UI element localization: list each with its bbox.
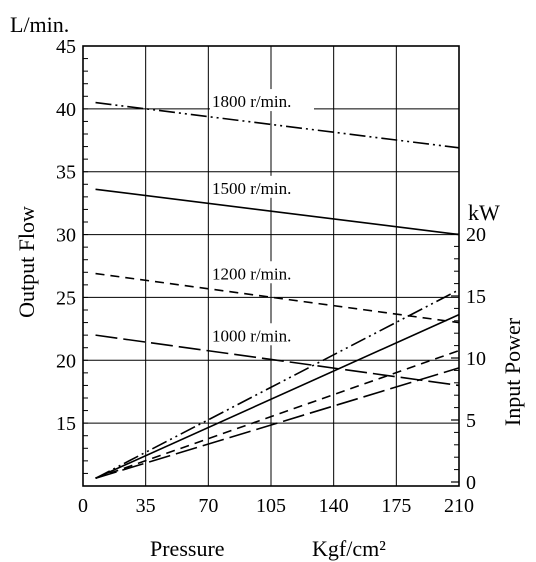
y-right-tick-label: 20 (466, 224, 486, 246)
x-tick-label: 105 (256, 495, 286, 517)
y-left-tick-label: 15 (56, 413, 76, 435)
y-right-tick-label: 10 (466, 348, 486, 370)
grid (82, 45, 460, 487)
x-tick-label: 0 (78, 495, 88, 517)
power-line (95, 367, 460, 480)
tick-labels: 0 35 70 105 140 175 210 15 20 25 30 35 40 45 0 5 10 15 20 (56, 36, 486, 517)
series-label: 1000 r/min. (212, 326, 291, 345)
series-label-bg (210, 323, 314, 346)
series-label-bg (210, 175, 314, 198)
x-tick-label: 175 (381, 495, 411, 517)
x-axis-unit: Kgf/cm² (312, 536, 386, 561)
power-line (95, 349, 460, 480)
y-left-tick-label: 45 (56, 36, 76, 58)
y-right-axis-label: Input Power (500, 317, 525, 426)
y-right-tick-label: 15 (466, 286, 486, 308)
y-right-unit: kW (468, 200, 500, 225)
flow-line (95, 188, 460, 236)
y-left-axis-label: Output Flow (14, 206, 39, 318)
series-label-bg (210, 261, 314, 284)
y-left-tick-label: 25 (56, 287, 76, 309)
series-labels: 1800 r/min. 1500 r/min. 1200 r/min. 1000 r/… (210, 89, 314, 346)
y-right-tick-label: 0 (466, 472, 476, 494)
series-label: 1500 r/min. (212, 179, 291, 198)
power-line (95, 289, 460, 479)
y-left-tick-label: 20 (56, 350, 76, 372)
flow-line (95, 334, 460, 387)
y-left-tick-label: 30 (56, 225, 76, 247)
series-label-bg (210, 89, 314, 112)
x-tick-label: 140 (319, 495, 349, 517)
x-tick-label: 70 (198, 495, 218, 517)
series-label: 1800 r/min. (212, 92, 291, 111)
y-left-tick-label: 40 (56, 99, 76, 121)
series-label: 1200 r/min. (212, 264, 291, 283)
series-lines (95, 101, 460, 480)
y-left-unit: L/min. (10, 12, 69, 37)
y-left-tick-label: 35 (56, 162, 76, 184)
flow-line (95, 272, 460, 324)
x-tick-label: 35 (136, 495, 156, 517)
y-right-tick-label: 5 (466, 410, 476, 432)
power-line (95, 313, 460, 480)
x-tick-label: 210 (444, 495, 474, 517)
x-axis-label: Pressure (150, 536, 225, 561)
